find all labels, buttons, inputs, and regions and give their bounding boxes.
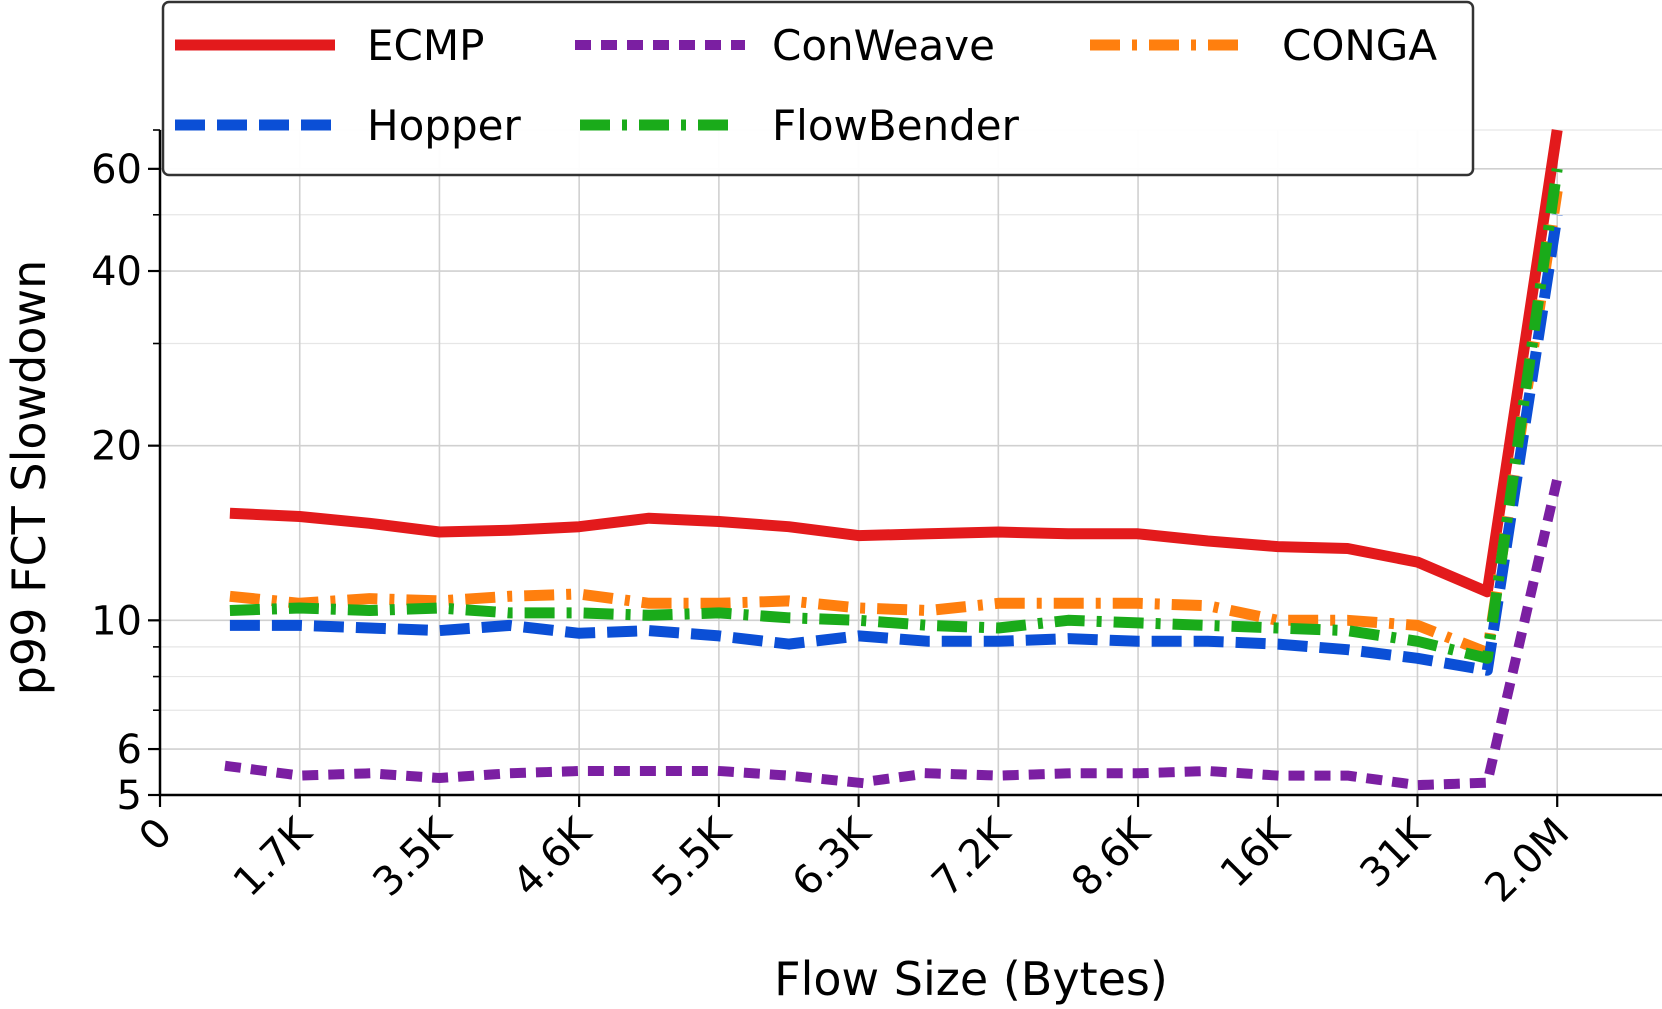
y-tick-label: 10 xyxy=(91,598,142,644)
x-tick-label: 4.6K xyxy=(504,808,601,905)
series-line-hopper xyxy=(229,213,1563,676)
y-tick-label: 40 xyxy=(91,249,142,295)
x-axis-label: Flow Size (Bytes) xyxy=(774,952,1168,1006)
y-tick-label: 20 xyxy=(91,424,142,470)
x-axis: 0 1.7K 3.5K 4.6K 5.5K 6.3K 7.2K 8.6K 16K 31K 2.0M xyxy=(131,795,1578,912)
x-tick-label: 31K xyxy=(1351,808,1439,896)
y-tick-label: 6 xyxy=(117,727,142,773)
series-line-ecmp xyxy=(229,129,1563,598)
legend-label-hopper: Hopper xyxy=(367,101,521,150)
x-tick-label: 2.0M xyxy=(1476,810,1578,912)
x-tick-label: 3.5K xyxy=(364,808,461,905)
y-axis-label: p99 FCT Slowdown xyxy=(2,260,56,696)
x-tick-label: 7.2K xyxy=(923,808,1020,905)
y-tick-label: 5 xyxy=(117,773,142,819)
x-tick-label: 1.7K xyxy=(225,808,322,905)
legend-label-flowbender: FlowBender xyxy=(772,101,1020,150)
y-axis: 56 10 20 40 60 xyxy=(91,129,160,819)
x-tick-label: 16K xyxy=(1212,808,1300,896)
x-tick-label: 8.6K xyxy=(1063,808,1160,905)
legend: ECMP ConWeave CONGA Hopper FlowBender xyxy=(161,0,1475,177)
legend-frame xyxy=(161,0,1475,177)
y-tick-label: 60 xyxy=(91,147,142,193)
grid-lines xyxy=(159,129,1662,796)
legend-label-ecmp: ECMP xyxy=(367,21,484,70)
legend-label-conga: CONGA xyxy=(1282,21,1437,70)
x-tick-label: 5.5K xyxy=(644,808,741,905)
series-line-flowbender xyxy=(229,168,1563,664)
axis-lines xyxy=(158,130,1662,797)
series-line-conga xyxy=(229,189,1563,659)
legend-label-conweave: ConWeave xyxy=(772,21,995,70)
x-tick-label: 6.3K xyxy=(784,808,881,905)
series-layer xyxy=(224,129,1564,791)
